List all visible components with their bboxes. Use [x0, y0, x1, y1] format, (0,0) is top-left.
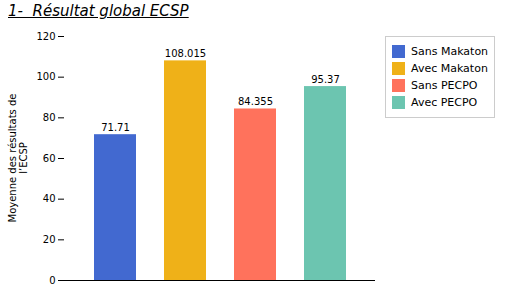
svg-text:80: 80: [43, 112, 56, 123]
svg-text:120: 120: [36, 31, 55, 42]
svg-text:Moyenne des résultats del’ECSP: Moyenne des résultats del’ECSP: [7, 94, 30, 223]
svg-text:71.71: 71.71: [101, 122, 130, 133]
svg-text:0: 0: [49, 275, 55, 286]
svg-text:100: 100: [36, 71, 55, 82]
html-text:Avec PECPO: Avec PECPO: [411, 96, 478, 109]
svg-text:20: 20: [43, 234, 56, 245]
svg-text:84.355: 84.355: [238, 96, 273, 107]
html-text:Sans PECPO: Sans PECPO: [411, 79, 478, 92]
html-text:Avec Makaton: Avec Makaton: [411, 62, 488, 75]
html-text:1- Résultat global ECSP: 1- Résultat global ECSP: [8, 2, 189, 20]
svg-text:95.37: 95.37: [311, 74, 340, 85]
svg-text:60: 60: [43, 153, 56, 164]
html-text:Sans Makaton: Sans Makaton: [411, 45, 489, 58]
svg-text:108.015: 108.015: [165, 48, 206, 59]
svg-text:40: 40: [43, 193, 56, 204]
